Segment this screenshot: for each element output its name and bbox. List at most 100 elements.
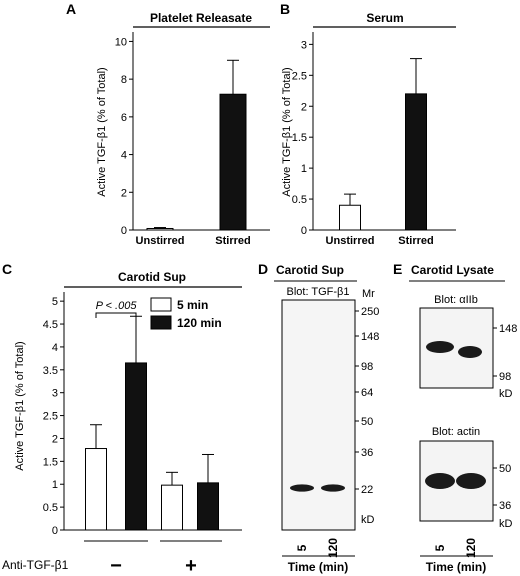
bar (85, 448, 107, 531)
legend-swatch-5-min (150, 297, 172, 312)
blot-e2-label: Blot: actin (432, 426, 480, 438)
panel-c-title: Carotid Sup (118, 270, 186, 284)
blot-e-lane-label: 120 (464, 538, 478, 558)
y-tick-label: 4.5 (43, 319, 58, 331)
marker-label: 148 (361, 331, 379, 343)
panel-c-x-axis-label: Anti-TGF-β1 (2, 558, 69, 572)
panel-letter-c: C (2, 261, 12, 277)
y-tick-label: 1.5 (43, 456, 58, 468)
blot-d-band-lane-5 (290, 484, 314, 492)
y-tick-label: 0 (121, 225, 127, 237)
group-label-minus: − (110, 555, 122, 576)
y-tick-label: 2.5 (43, 411, 58, 423)
y-tick-label: 1.5 (292, 132, 307, 144)
bar (125, 362, 147, 531)
blot-e-x-label: Time (min) (426, 560, 486, 574)
marker-label: 148 (499, 323, 517, 335)
panel-e-title: Carotid Lysate (411, 263, 494, 277)
blot-e2-band-lane-120 (456, 473, 486, 489)
panel-c-y-axis-label: Active TGF-β1 (% of Total) (14, 341, 26, 470)
y-tick-label: 3 (52, 388, 58, 400)
blot-e1-band-lane-120 (458, 346, 482, 358)
marker-label: 98 (361, 361, 373, 373)
marker-label: 250 (361, 306, 379, 318)
bar (339, 204, 361, 231)
panel-b-bars (339, 58, 427, 231)
blot-d-markers: 250 148 98 64 50 36 22 kD (355, 306, 379, 526)
panel-d-title: Carotid Sup (276, 263, 344, 277)
legend-label-5-min: 5 min (177, 298, 208, 312)
y-tick-label: 0.5 (292, 194, 307, 206)
panel-a-category-label: Unstirred (136, 235, 185, 247)
bar (219, 93, 247, 231)
blot-e1-unit: kD (499, 388, 513, 400)
blot-d-membrane (281, 299, 356, 531)
legend-swatch-120-min (150, 315, 172, 330)
panel-b-y-axis-label: Active TGF-β1 (% of Total) (281, 67, 293, 196)
blot-d-mr-label: Mr (362, 288, 375, 300)
y-tick-label: 1 (301, 163, 307, 175)
significance-annotation: P < .005 (96, 300, 138, 312)
marker-label: 36 (361, 447, 373, 459)
blot-d-unit: kD (361, 514, 375, 526)
y-tick-label: 0 (52, 525, 58, 537)
panel-a-y-ticks: 0 2 4 6 8 10 (115, 36, 133, 237)
panel-c-bars (85, 315, 219, 531)
panel-b-category-label: Stirred (398, 235, 433, 247)
blot-e2-band-lane-5 (425, 473, 455, 489)
y-tick-label: 2 (121, 187, 127, 199)
y-tick-label: 6 (121, 112, 127, 124)
panel-a: A Platelet Releasate Active TGF-β1 (% of… (66, 1, 270, 247)
panel-b: B Serum Active TGF-β1 (% of Total) 0 0.5 1… (280, 1, 456, 247)
panel-c-y-ticks: 0 0.5 1 1.5 2 2.5 3 3.5 4 4.5 5 (43, 296, 64, 537)
panel-letter-e: E (393, 261, 402, 277)
y-tick-label: 1 (52, 479, 58, 491)
bar (161, 484, 183, 531)
panel-d: D Carotid Sup Blot: TGF-β1 Mr 250 148 98… (258, 261, 379, 574)
y-tick-label: 3 (301, 39, 307, 51)
panel-b-category-label: Unstirred (326, 235, 375, 247)
marker-label: 50 (361, 416, 373, 428)
panel-c: C Carotid Sup Active TGF-β1 (% of Total)… (2, 261, 242, 576)
marker-label: 36 (499, 500, 511, 512)
legend: 5 min 120 min (150, 297, 222, 330)
blot-e-lane-label: 5 (433, 544, 447, 551)
blot-d-lane-label: 5 (295, 544, 309, 551)
panel-letter-a: A (66, 1, 76, 17)
panel-a-title: Platelet Releasate (150, 11, 252, 25)
panel-a-y-axis-label: Active TGF-β1 (% of Total) (96, 67, 108, 196)
panel-e: E Carotid Lysate Blot: αIIb 148 98 kD Bl… (393, 261, 517, 574)
y-tick-label: 2 (301, 101, 307, 113)
marker-label: 98 (499, 371, 511, 383)
y-tick-label: 0 (301, 225, 307, 237)
blot-e2-unit: kD (499, 518, 513, 530)
bar (197, 482, 219, 531)
marker-label: 64 (361, 387, 373, 399)
y-tick-label: 0.5 (43, 502, 58, 514)
significance-bracket (95, 312, 137, 318)
marker-label: 22 (361, 484, 373, 496)
y-tick-label: 2.5 (292, 70, 307, 82)
blot-d-label: Blot: TGF-β1 (287, 286, 350, 298)
y-tick-label: 10 (115, 36, 127, 48)
panel-a-category-label: Stirred (215, 235, 250, 247)
blot-d-x-label: Time (min) (288, 560, 348, 574)
panel-b-y-ticks: 0 0.5 1 1.5 2 2.5 3 (292, 39, 313, 237)
y-tick-label: 2 (52, 433, 58, 445)
blot-e1-band-lane-5 (426, 341, 454, 353)
panel-letter-b: B (280, 1, 290, 17)
panel-a-bars (146, 59, 247, 231)
marker-label: 50 (499, 463, 511, 475)
blot-e1-label: Blot: αIIb (434, 294, 478, 306)
y-tick-label: 3.5 (43, 365, 58, 377)
blot-d-lane-label: 120 (326, 538, 340, 558)
blot-d-band-lane-120 (321, 484, 345, 492)
bar (405, 93, 427, 231)
y-tick-label: 4 (52, 342, 58, 354)
panel-b-title: Serum (366, 11, 403, 25)
group-label-plus: + (185, 555, 197, 576)
panel-letter-d: D (258, 261, 268, 277)
y-tick-label: 5 (52, 296, 58, 308)
legend-label-120-min: 120 min (177, 316, 222, 330)
